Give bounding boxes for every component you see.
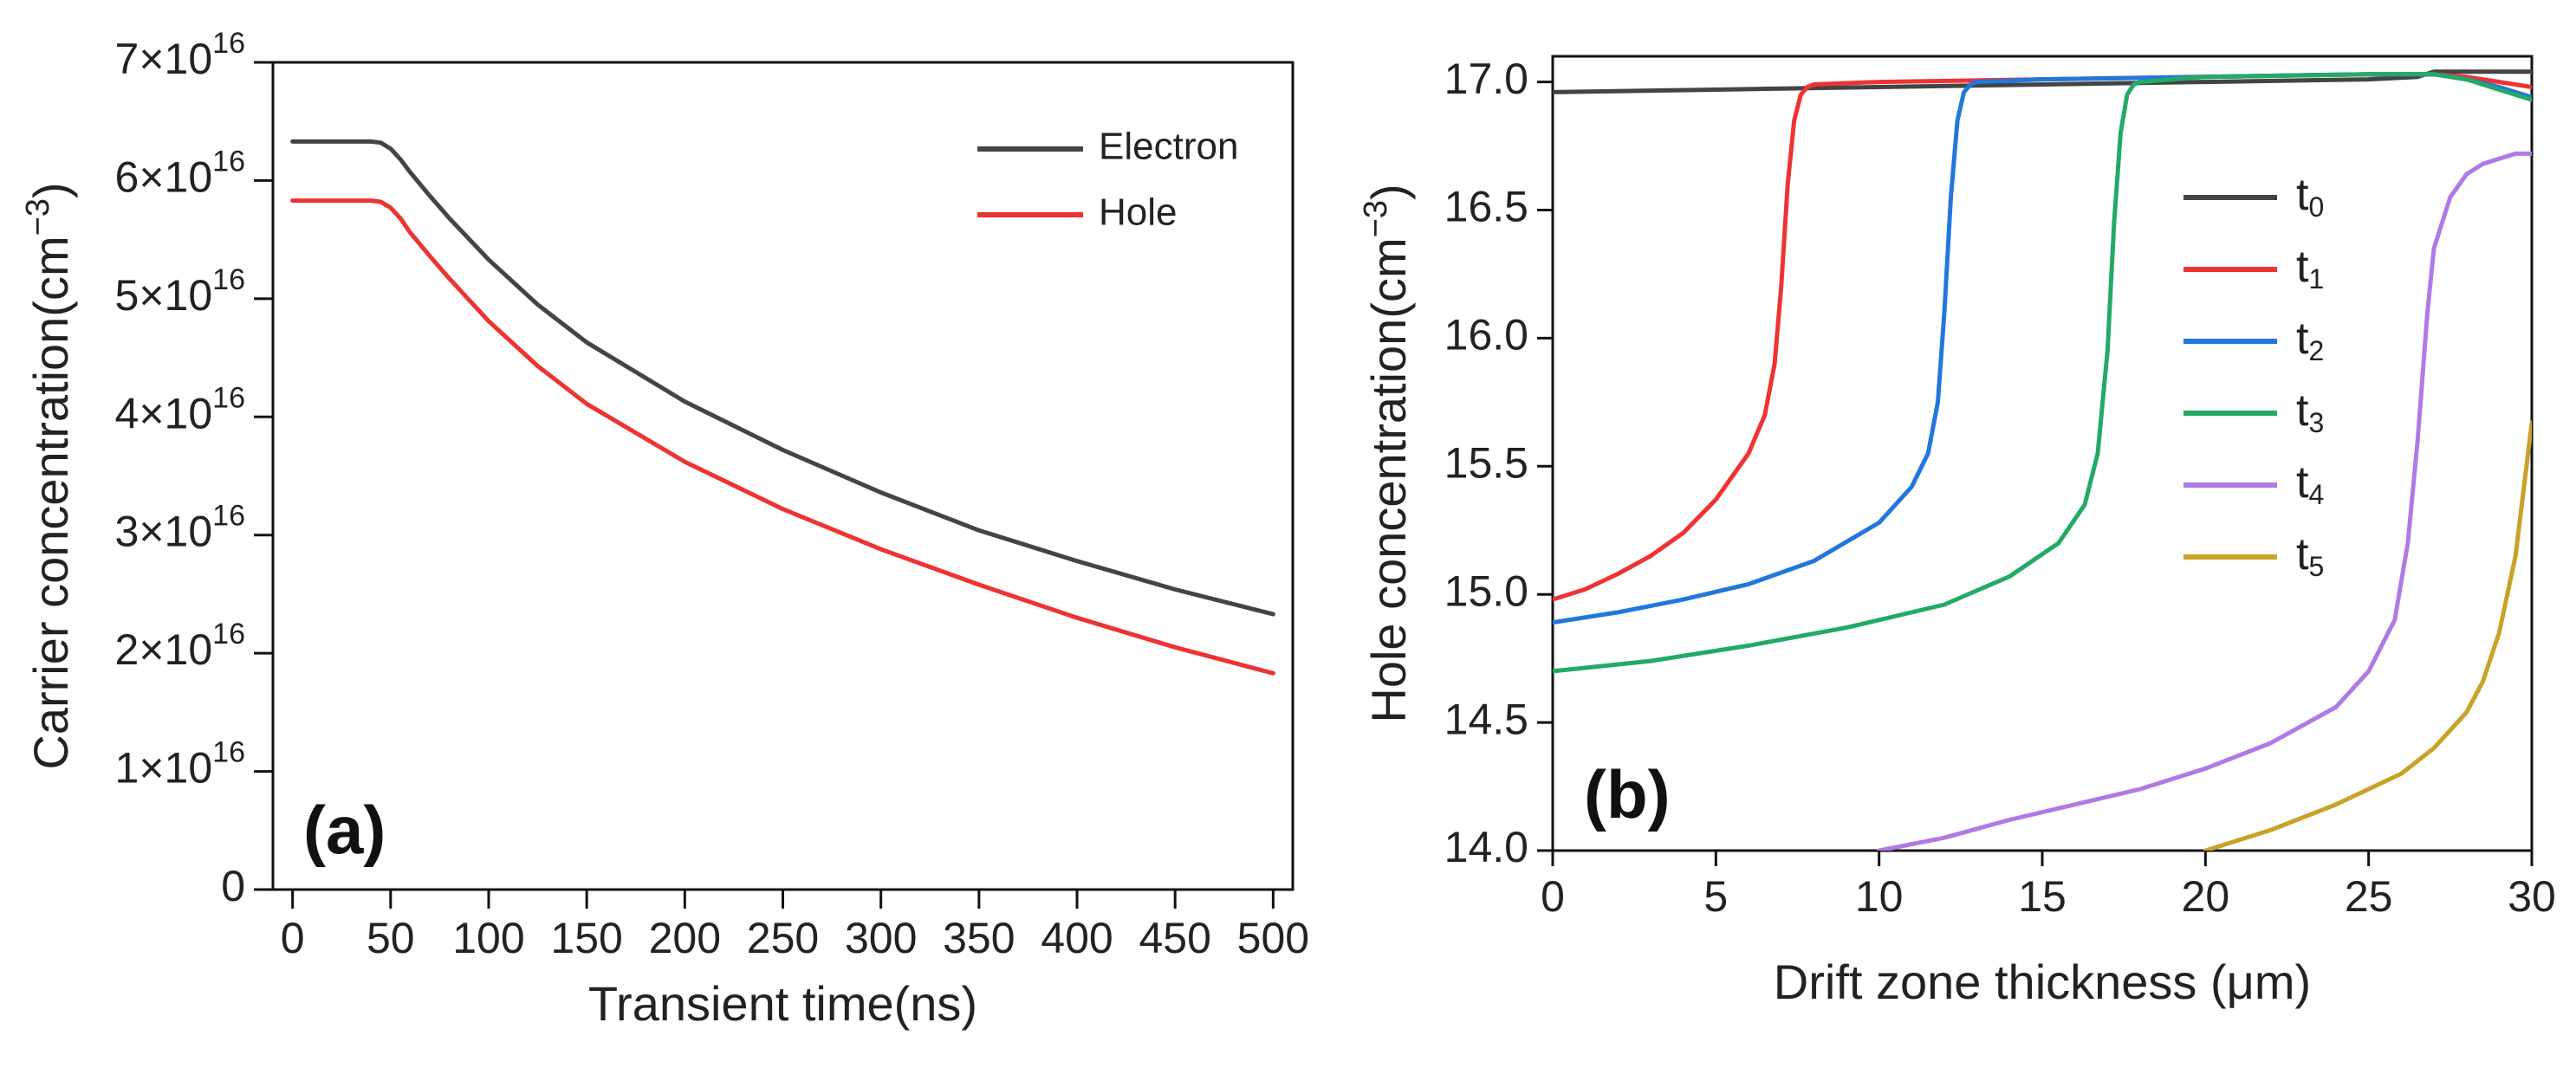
series-line-t2 — [1553, 72, 2532, 625]
y-tick-label: 4×1016 — [115, 381, 245, 437]
series-line-t4 — [1877, 151, 2532, 851]
x-tick-label: 25 — [2345, 872, 2393, 921]
y-tick-label: 5×1016 — [115, 263, 245, 320]
legend-label: Electron — [1099, 126, 1238, 168]
panel-label: (b) — [1584, 756, 1671, 832]
x-tick-label: 300 — [845, 914, 917, 962]
panel-label: (a) — [303, 792, 386, 868]
chart-panel-a: 0 50 100 150 200 250 300 350 400 450 500 0 1×1016 2×1… — [20, 27, 1309, 1031]
x-tick-label: 100 — [452, 914, 524, 962]
x-tick-label: 250 — [747, 914, 819, 962]
legend-label: Hole — [1099, 191, 1178, 234]
y-tick-label: 6×1016 — [115, 145, 245, 201]
y-tick-label: 2×1016 — [115, 618, 245, 674]
x-tick-label: 50 — [367, 914, 415, 962]
y-tick-label: 14.0 — [1444, 823, 1528, 871]
legend-label: t0 — [2296, 170, 2324, 223]
plot-frame — [271, 61, 1294, 891]
y-axis-label: Hole concentration(cm−3) — [1358, 184, 1416, 722]
legend-label: t5 — [2296, 529, 2324, 583]
chart-panel-b: 0 5 10 15 20 25 30 14.0 14.5 15.0 15.5 16.0 16.5 17.0… — [1358, 55, 2556, 1009]
x-tick-label: 20 — [2182, 872, 2230, 921]
series-line-t1 — [1553, 72, 2532, 602]
y-tick-label: 3×1016 — [115, 500, 245, 556]
legend-label: t1 — [2296, 242, 2324, 295]
x-tick-label: 0 — [1541, 872, 1565, 921]
x-tick-label: 10 — [1855, 872, 1904, 921]
x-tick-label: 350 — [943, 914, 1015, 962]
x-tick-label: 450 — [1139, 914, 1210, 962]
x-axis-label: Transient time(ns) — [588, 976, 977, 1031]
series-line-t0 — [1553, 69, 2532, 94]
y-tick-label: 7×1016 — [115, 27, 245, 83]
series-line-t3 — [1553, 72, 2532, 674]
series-line-hole — [290, 198, 1275, 676]
series-line-t5 — [2203, 420, 2532, 851]
x-tick-label: 200 — [649, 914, 721, 962]
y-tick-label: 16.0 — [1444, 311, 1528, 359]
x-tick-label: 500 — [1237, 914, 1309, 962]
y-axis-label: Carrier concentration(cm−3) — [20, 182, 78, 769]
y-tick-label: 15.0 — [1444, 566, 1528, 615]
x-tick-label: 5 — [1703, 872, 1728, 921]
plot-frame — [1551, 55, 2534, 852]
x-tick-label: 0 — [281, 914, 305, 962]
y-tick-label: 1×1016 — [115, 736, 245, 793]
legend-label: t4 — [2296, 457, 2324, 511]
y-tick-label: 16.5 — [1444, 183, 1528, 231]
x-tick-label: 30 — [2508, 872, 2556, 921]
x-tick-label: 150 — [550, 914, 622, 962]
legend-label: t3 — [2296, 385, 2324, 439]
y-tick-label: 17.0 — [1444, 55, 1528, 103]
x-tick-label: 15 — [2018, 872, 2067, 921]
x-axis-label: Drift zone thickness (μm) — [1774, 955, 2311, 1009]
y-tick-label: 0 — [221, 862, 245, 910]
series-line-electron — [290, 139, 1275, 617]
y-tick-label: 14.5 — [1444, 695, 1528, 743]
x-tick-label: 400 — [1041, 914, 1113, 962]
y-tick-label: 15.5 — [1444, 438, 1528, 487]
legend-label: t2 — [2296, 314, 2324, 367]
